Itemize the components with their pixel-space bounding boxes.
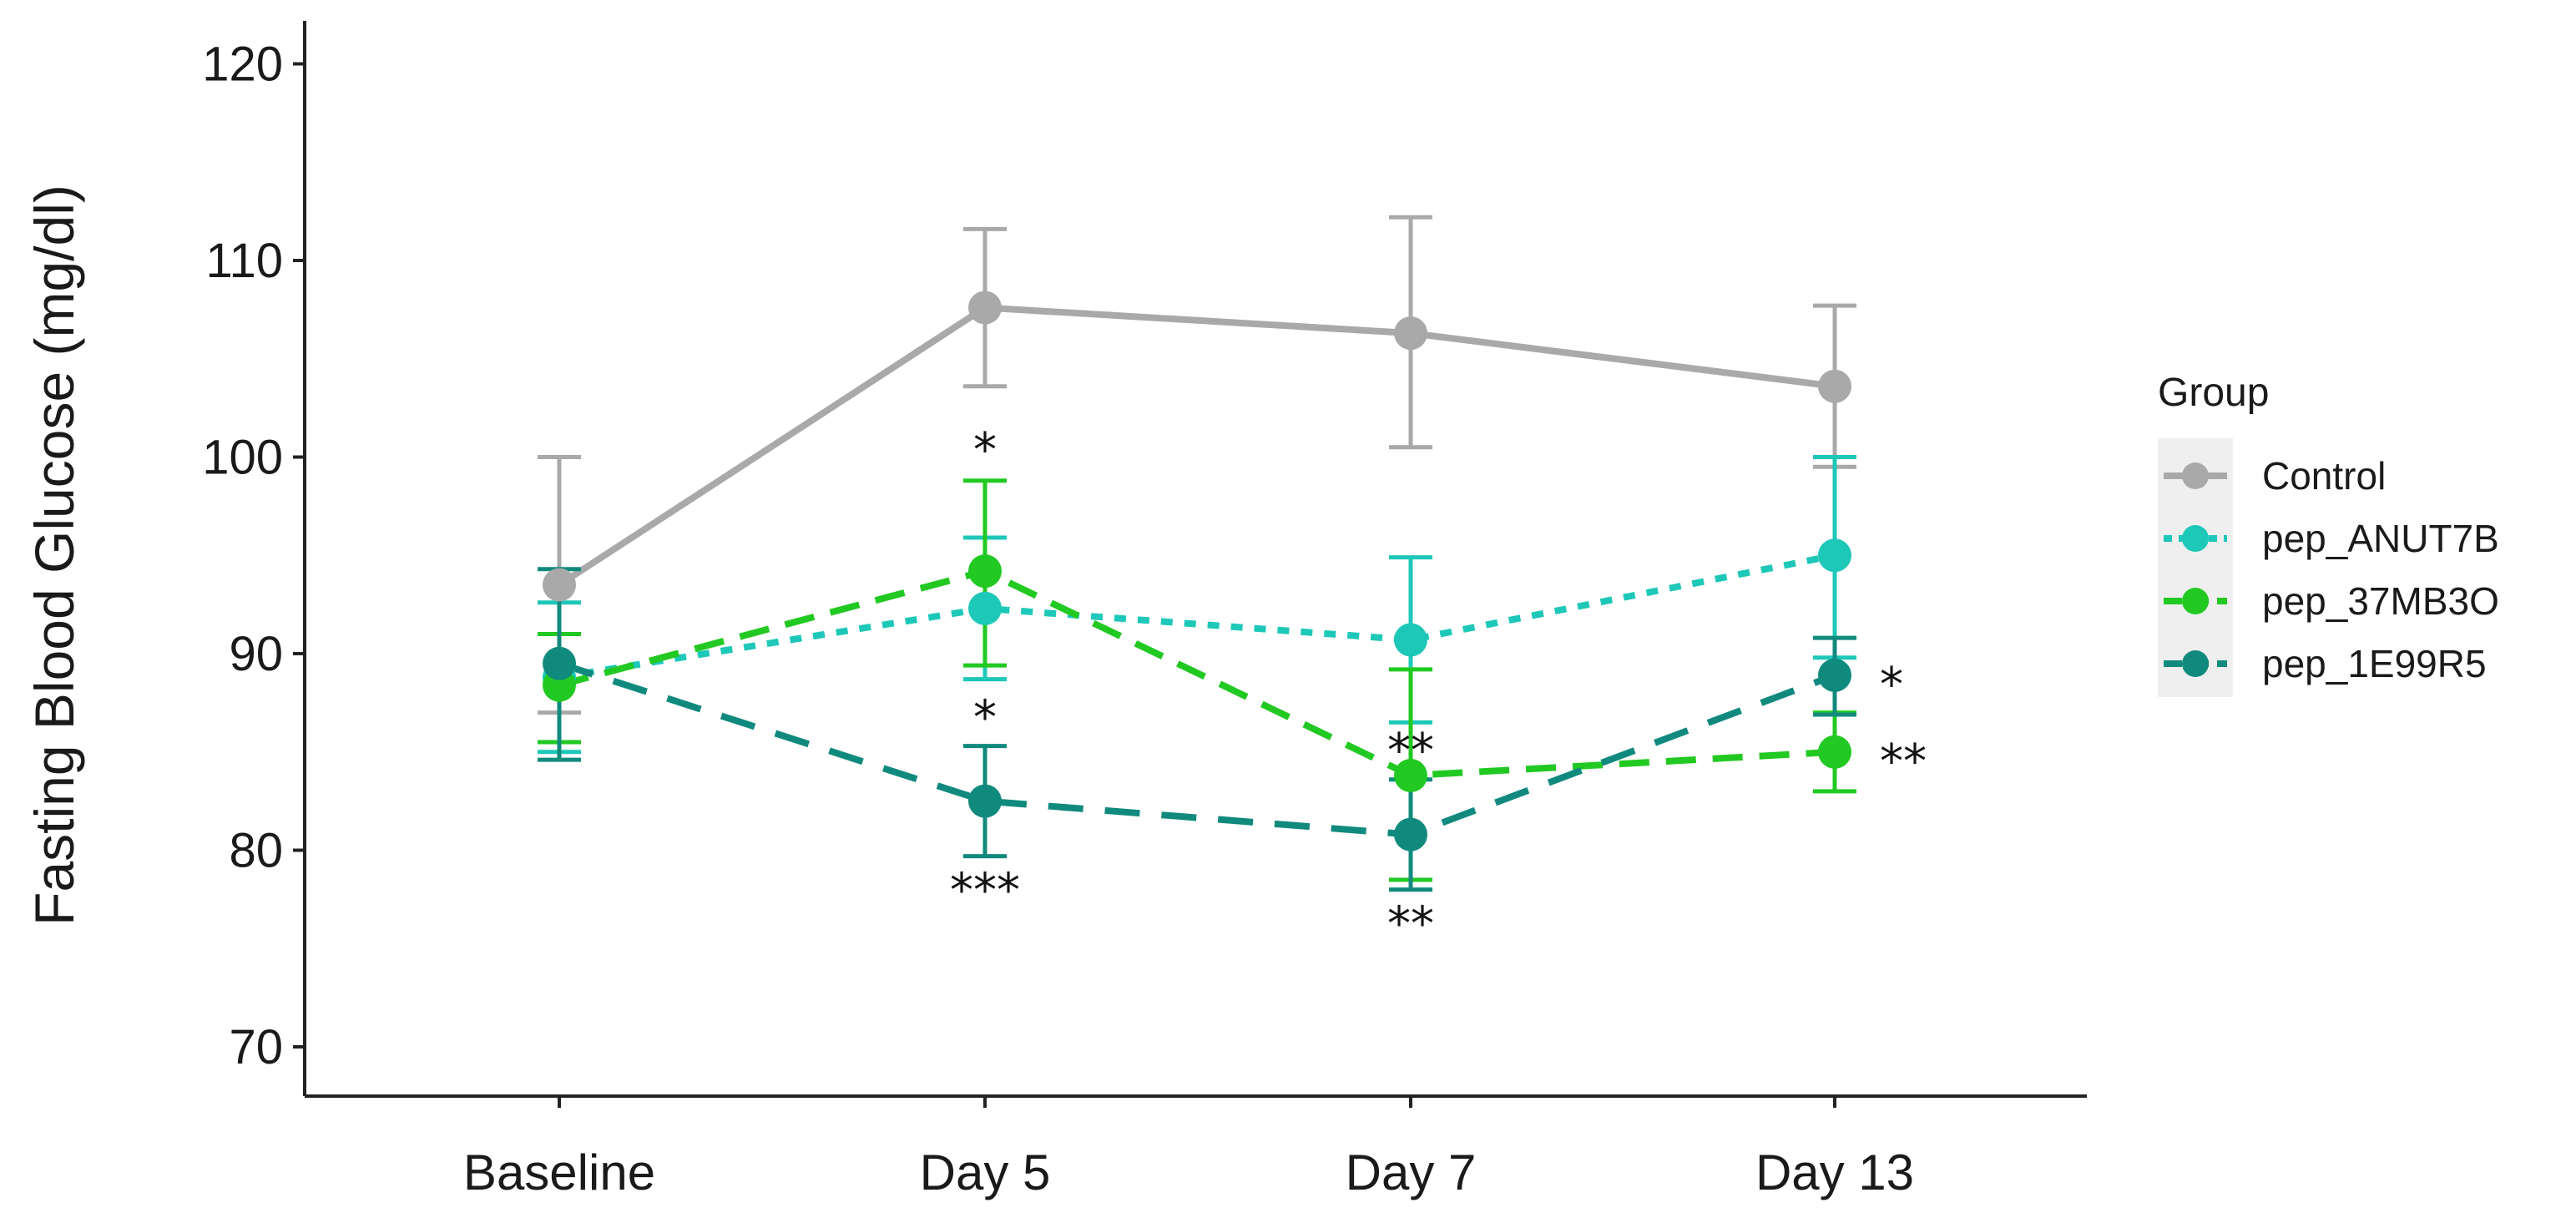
- data-point-Control-3: [1818, 369, 1851, 403]
- y-tick-label: 110: [206, 234, 283, 288]
- data-point-Control-2: [1394, 316, 1427, 351]
- series-line-pep_37MB3O: [558, 567, 1836, 780]
- legend-item-pep_ANUT7B: pep_ANUT7B: [2164, 517, 2499, 560]
- legend-label: Control: [2262, 454, 2386, 498]
- y-tick-label: 90: [229, 627, 283, 681]
- significance-label: **: [1387, 897, 1434, 952]
- series-lines: [557, 304, 1836, 838]
- data-point-pep_ANUT7B-3: [1818, 538, 1851, 573]
- annotation-layer: ************: [950, 423, 1927, 952]
- x-tick-label: Day 5: [920, 1145, 1051, 1200]
- significance-label: *: [973, 690, 997, 745]
- legend-item-Control: Control: [2164, 454, 2386, 498]
- data-point-pep_ANUT7B-2: [1394, 623, 1427, 657]
- y-axis-label: Fasting Blood Glucose (mg/dl): [23, 184, 85, 926]
- data-point-pep_1E99R5-0: [543, 646, 576, 680]
- significance-label: **: [1880, 735, 1927, 789]
- y-tick-label: 70: [229, 1020, 283, 1074]
- data-point-pep_1E99R5-2: [1394, 817, 1427, 852]
- x-tick-label: Baseline: [463, 1145, 655, 1200]
- series-line-pep_1E99R5: [558, 659, 1836, 838]
- data-point-pep_ANUT7B-1: [968, 591, 1002, 625]
- y-tick-label: 120: [202, 38, 283, 92]
- x-tick-label: Day 13: [1755, 1145, 1914, 1200]
- data-point-pep_1E99R5-3: [1818, 658, 1851, 692]
- legend-point-swatch: [2182, 462, 2209, 489]
- data-point-pep_37MB3O-1: [968, 554, 1002, 589]
- legend-label: pep_ANUT7B: [2262, 517, 2499, 560]
- significance-label: *: [1880, 658, 1903, 712]
- data-point-pep_37MB3O-2: [1394, 759, 1427, 793]
- legend-point-swatch: [2182, 525, 2209, 552]
- legend-label: pep_1E99R5: [2262, 642, 2487, 685]
- significance-label: ***: [950, 864, 1020, 918]
- legend: Group Control pep_ANUT7B pep_37MB3O pep_1E99…: [2158, 371, 2499, 697]
- data-point-pep_37MB3O-3: [1818, 735, 1851, 769]
- axes: 70 80 90 100 110 120 Baseline Day 5 Day 7 Day 13 F…: [23, 21, 2087, 1200]
- legend-point-swatch: [2182, 588, 2209, 614]
- legend-item-pep_37MB3O: pep_37MB3O: [2164, 579, 2499, 623]
- series-line-pep_ANUT7B: [558, 552, 1836, 681]
- series-line-Control: [557, 304, 1836, 588]
- data-point-Control-1: [968, 291, 1002, 325]
- series-layer: [538, 215, 1856, 892]
- x-tick-label: Day 7: [1346, 1145, 1477, 1200]
- significance-label: *: [973, 423, 997, 478]
- data-point-pep_1E99R5-1: [968, 784, 1002, 818]
- legend-label: pep_37MB3O: [2262, 579, 2499, 623]
- legend-title: Group: [2158, 371, 2269, 415]
- y-tick-label: 100: [202, 431, 283, 485]
- data-points: [543, 291, 1851, 852]
- data-point-Control-0: [543, 568, 576, 602]
- significance-label: **: [1387, 724, 1434, 778]
- legend-point-swatch: [2182, 650, 2209, 677]
- legend-item-pep_1E99R5: pep_1E99R5: [2164, 642, 2487, 685]
- y-tick-label: 80: [229, 824, 283, 878]
